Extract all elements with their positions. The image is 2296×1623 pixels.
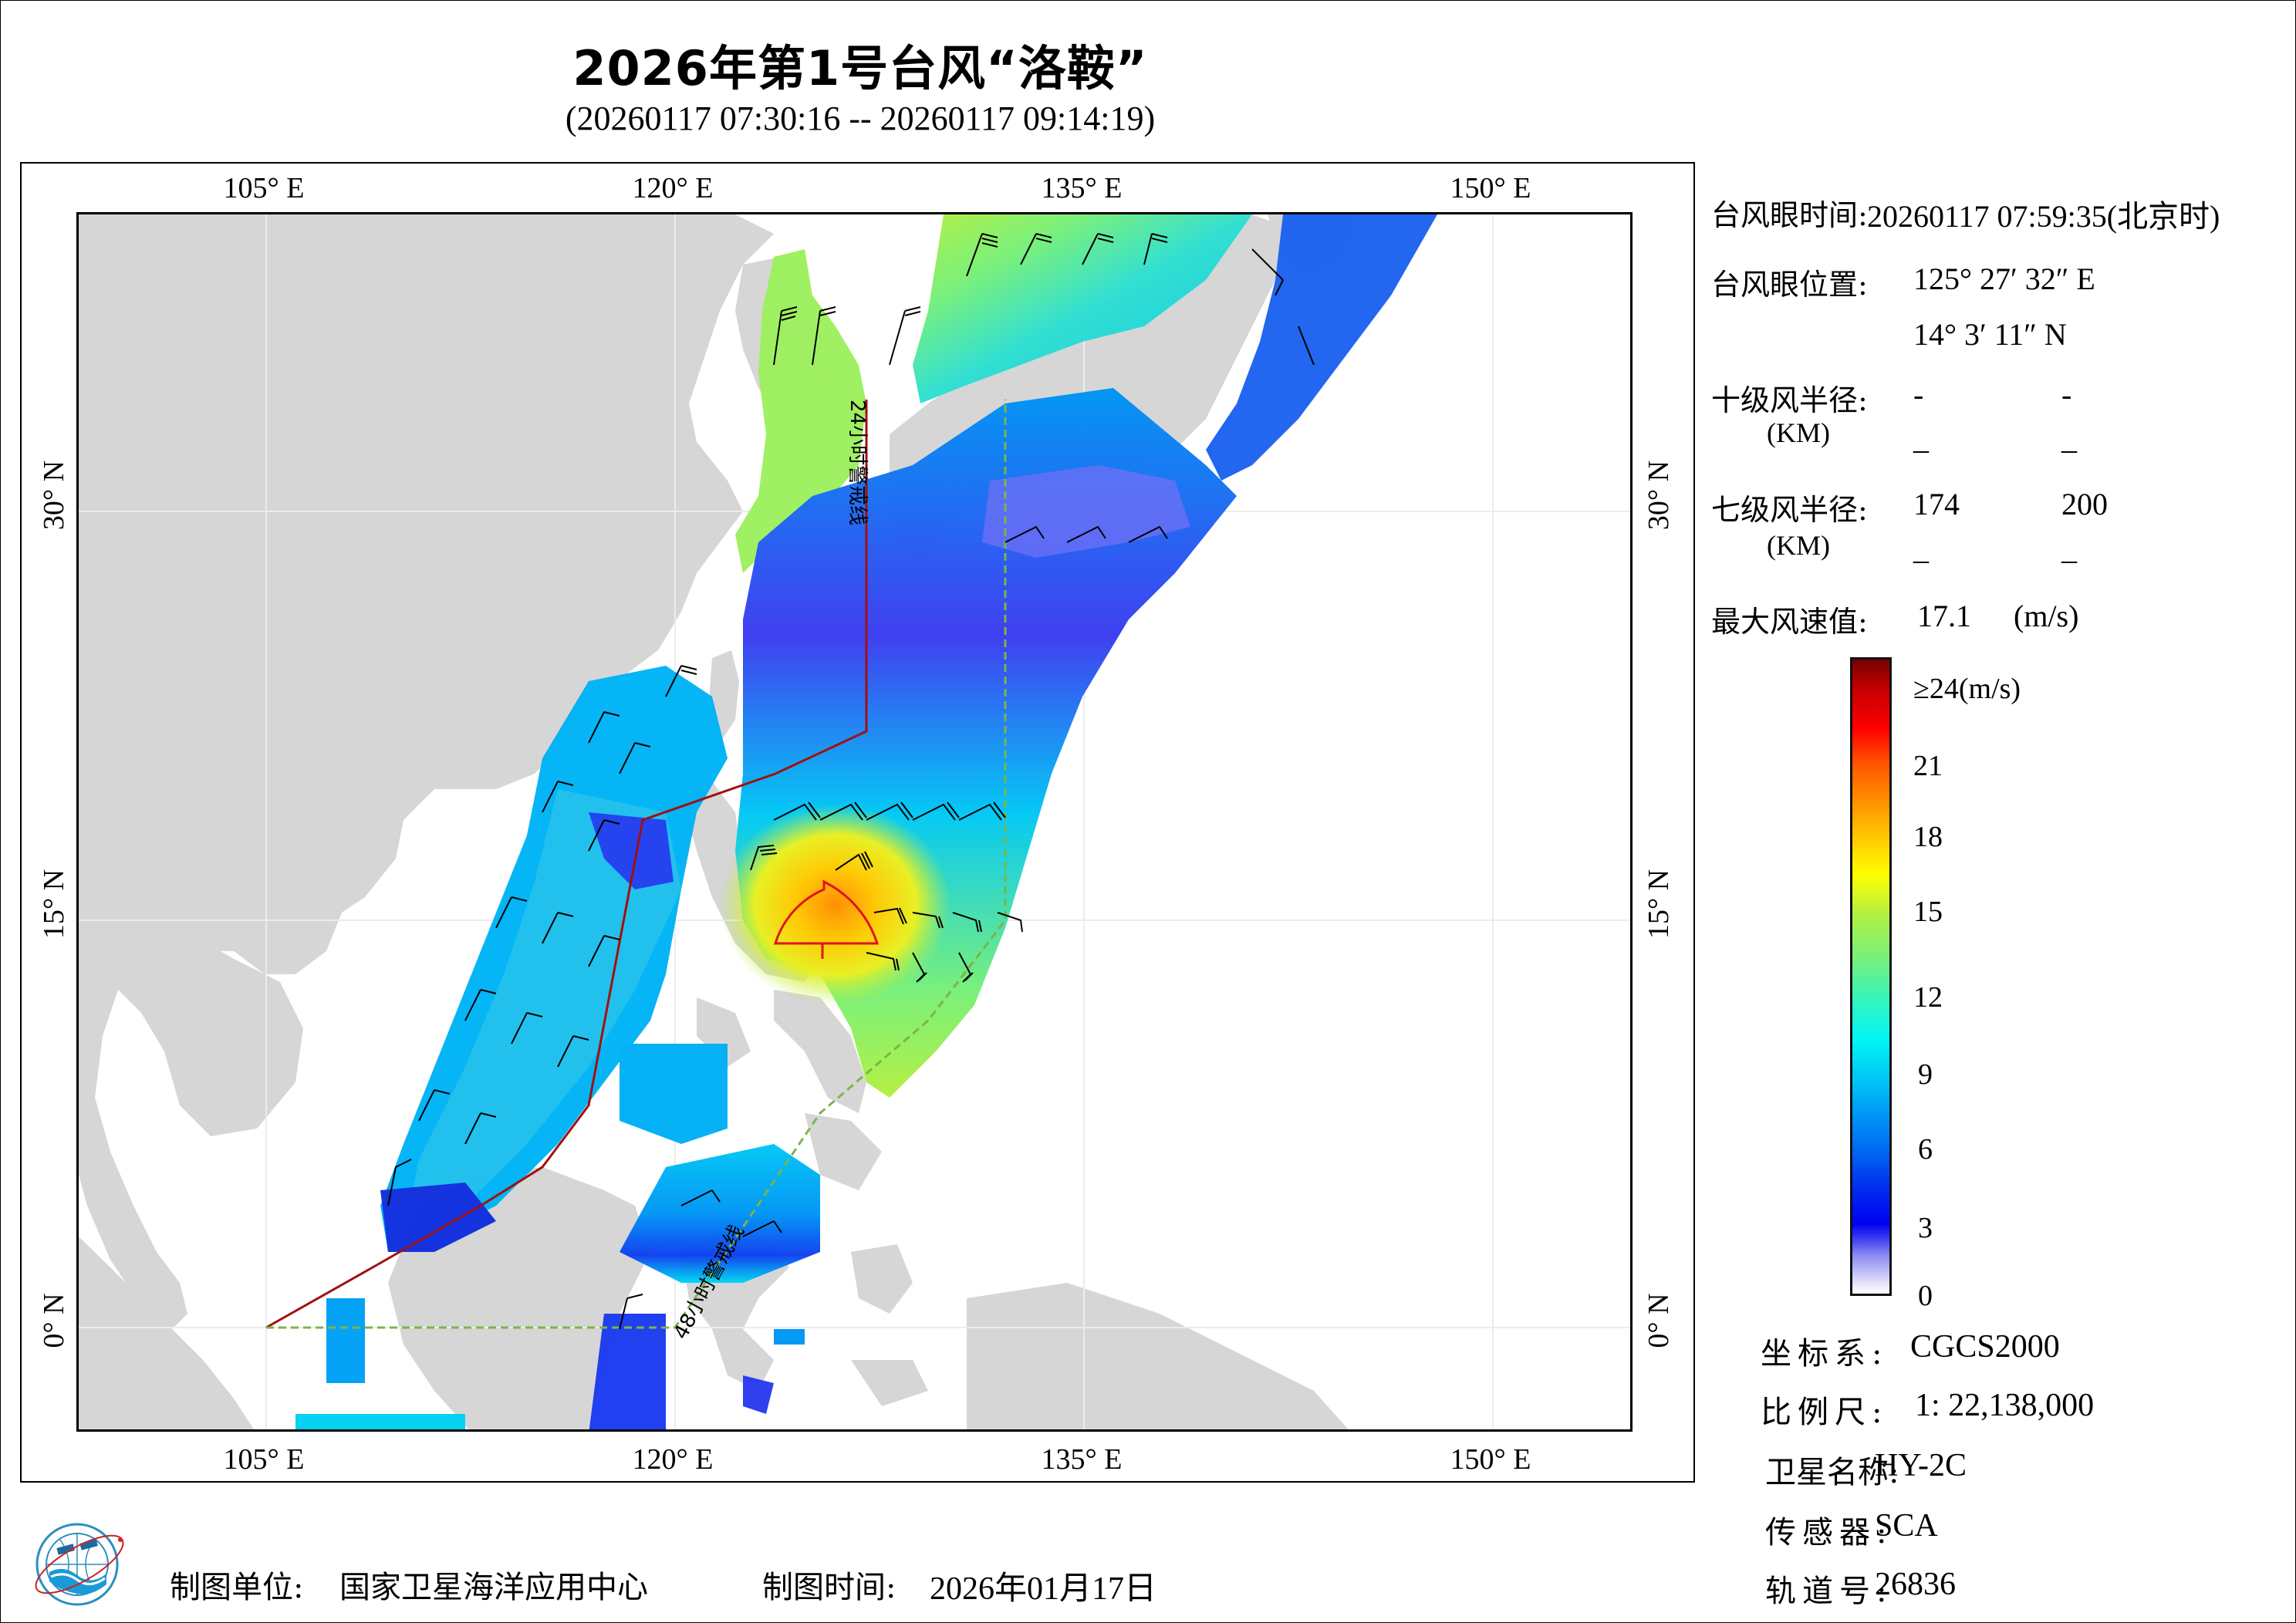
- producer-label: 制图单位:: [170, 1570, 304, 1605]
- sensor-label: 传感器:: [1765, 1515, 1893, 1550]
- lon-label-bottom-120: 120° E: [632, 1443, 714, 1476]
- scale-label: 比例尺:: [1761, 1395, 1889, 1430]
- max-wind-value: 17.1: [1917, 599, 1971, 633]
- lon-label-top-120: 120° E: [632, 172, 714, 204]
- r10-value-nw: _: [2061, 421, 2077, 456]
- satellite-label: 卫星名称:: [1765, 1455, 1899, 1490]
- max-wind-label: 最大风速值:: [1711, 605, 1868, 639]
- land: [79, 214, 1360, 1429]
- colorbar-label-0: 0: [1918, 1280, 1933, 1312]
- colorbar-label-15: 15: [1913, 896, 1943, 928]
- eye-longitude: 125° 27′ 32″ E: [1913, 262, 2095, 296]
- lon-label-bottom-150: 150° E: [1450, 1443, 1531, 1476]
- orbit-label: 轨道号:: [1765, 1574, 1893, 1609]
- eye-time-value: 20260117 07:59:35(北京时): [1867, 199, 2220, 234]
- colorbar-label-6: 6: [1918, 1133, 1933, 1166]
- wind-speed-swath: [295, 214, 1437, 1429]
- r7-value-ne: 174: [1913, 487, 1960, 521]
- warning-line-24h-label: 24小时警戒线: [846, 400, 869, 525]
- map-frame: [20, 162, 1695, 1483]
- colorbar-label-3: 3: [1918, 1212, 1933, 1244]
- warning-line-48h: [266, 400, 1007, 1329]
- lat-label-left-15: 15° N: [38, 869, 70, 940]
- observation-time-range: (20260117 07:30:16 -- 20260117 09:14:19): [565, 100, 1156, 137]
- coord-system-label: 坐标系:: [1761, 1336, 1889, 1372]
- max-wind-unit: (m/s): [2014, 599, 2079, 633]
- lon-label-top-135: 135° E: [1041, 172, 1123, 204]
- producer-value: 国家卫星海洋应用中心: [339, 1570, 648, 1605]
- eye-time-label: 台风眼时间:: [1711, 198, 1868, 232]
- wind-barbs: [387, 233, 1315, 1330]
- coord-system-value: CGCS2000: [1910, 1329, 2060, 1365]
- lat-label-left-30: 30° N: [38, 460, 70, 531]
- lon-label-bottom-135: 135° E: [1041, 1443, 1123, 1476]
- colorbar-label-12: 12: [1913, 981, 1943, 1014]
- r7-label: 七级风半径:: [1711, 493, 1868, 527]
- colorbar-label-24: ≥24(m/s): [1913, 673, 2021, 705]
- warning-line-24h: [265, 400, 868, 1329]
- wind-radius-7-outline: [773, 879, 880, 959]
- lon-label-bottom-105: 105° E: [223, 1443, 305, 1476]
- map-date-label: 制图时间:: [762, 1570, 896, 1605]
- lat-label-right-0: 0° N: [1643, 1293, 1675, 1348]
- warning-lines: [265, 400, 1007, 1329]
- lat-label-right-15: 15° N: [1643, 869, 1675, 940]
- r10-unit: (KM): [1767, 417, 1830, 448]
- nsoas-logo-icon: [35, 1523, 124, 1606]
- satellite-value: HY-2C: [1875, 1448, 1967, 1483]
- lon-label-top-150: 150° E: [1450, 172, 1531, 204]
- colorbar-label-9: 9: [1918, 1058, 1933, 1091]
- colorbar-label-18: 18: [1913, 821, 1943, 853]
- eye-position-label: 台风眼位置:: [1711, 268, 1868, 302]
- page-title: 2026年第1号台风“洛鞍”: [572, 40, 1148, 96]
- sensor-value: SCA: [1875, 1508, 1938, 1544]
- lon-label-top-105: 105° E: [223, 172, 305, 204]
- scale-value: 1: 22,138,000: [1915, 1388, 2095, 1423]
- lat-label-right-30: 30° N: [1643, 460, 1675, 531]
- eye-latitude: 14° 3′ 11″ N: [1913, 317, 2067, 352]
- wind-field-map[interactable]: 24小时警戒线 48小时警戒线: [76, 212, 1633, 1432]
- wind-speed-colorbar: [1850, 657, 1892, 1296]
- map-canvas: 24小时警戒线 48小时警戒线: [79, 214, 1630, 1429]
- r10-value-se: -: [2061, 377, 2072, 412]
- orbit-value: 26836: [1875, 1567, 1956, 1602]
- r7-value-nw: _: [2061, 531, 2077, 566]
- colorbar-label-21: 21: [1913, 750, 1943, 782]
- r10-label: 十级风半径:: [1711, 383, 1868, 417]
- r10-value-sw: _: [1913, 421, 1929, 456]
- map-date-value: 2026年01月17日: [930, 1571, 1157, 1607]
- r7-unit: (KM): [1767, 530, 1830, 561]
- r7-value-sw: _: [1913, 531, 1929, 566]
- r10-value-ne: -: [1913, 377, 1924, 412]
- r7-value-se: 200: [2061, 487, 2108, 521]
- lat-label-left-0: 0° N: [38, 1293, 70, 1348]
